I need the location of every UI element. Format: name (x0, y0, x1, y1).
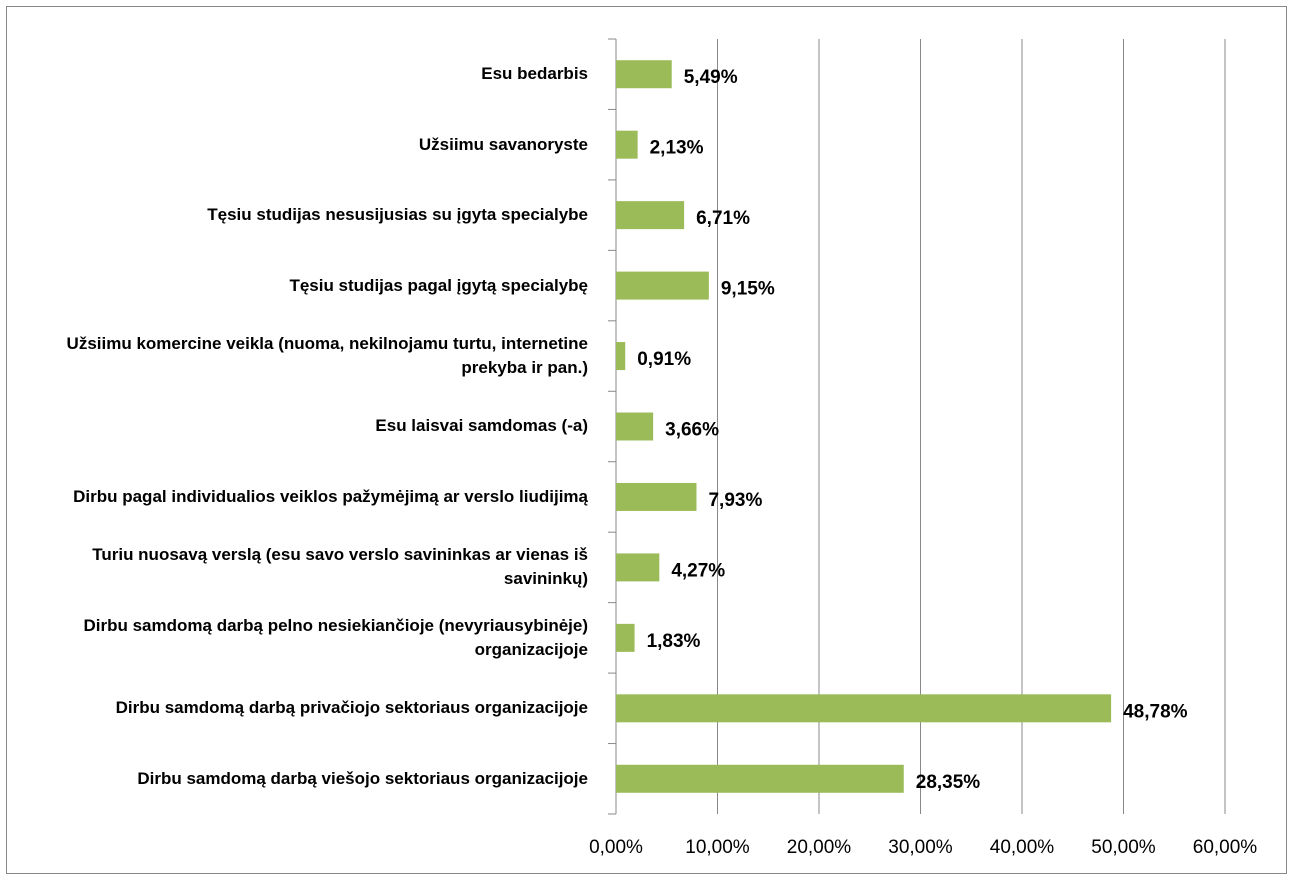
bar (616, 342, 626, 371)
x-tick-label: 30,00% (888, 837, 953, 858)
data-label: 3,66% (665, 420, 719, 441)
bar (616, 694, 1112, 723)
data-label: 5,49% (684, 67, 738, 88)
data-label: 28,35% (916, 772, 981, 793)
data-label: 4,27% (671, 560, 725, 581)
bar (616, 130, 638, 159)
category-label: Dirbu samdomą darbą viešojo sektoriaus o… (137, 768, 588, 788)
x-tick-label: 50,00% (1091, 837, 1156, 858)
category-label: Turiu nuosavą verslą (esu savo verslo sa… (92, 545, 588, 589)
bar (616, 623, 635, 652)
x-tick-label: 60,00% (1193, 837, 1258, 858)
x-tick-label: 40,00% (990, 837, 1055, 858)
data-label: 0,91% (637, 349, 691, 370)
bar (616, 60, 672, 89)
bar (616, 553, 660, 582)
category-label: Tęsiu studijas pagal įgytą specialybę (289, 275, 588, 295)
bar (616, 412, 654, 441)
data-label: 9,15% (721, 279, 775, 300)
bar (616, 271, 709, 300)
category-label: Dirbu pagal individualios veiklos pažymė… (73, 486, 588, 506)
category-label: Dirbu samdomą darbą pelno nesiekiančioje… (83, 615, 589, 659)
category-label: Tęsiu studijas nesusijusias su įgyta spe… (207, 205, 588, 225)
category-label: Užsiimu komercine veikla (nuoma, nekilno… (66, 334, 588, 378)
bar (616, 482, 697, 511)
x-tick-label: 0,00% (589, 837, 643, 858)
data-label: 2,13% (650, 138, 704, 159)
x-tick-label: 20,00% (787, 837, 852, 858)
data-label: 1,83% (647, 631, 701, 652)
data-label: 6,71% (696, 208, 750, 229)
category-label: Esu laisvai samdomas (-a) (375, 416, 588, 436)
x-tick-label: 10,00% (685, 837, 750, 858)
category-label: Esu bedarbis (481, 64, 588, 84)
data-label: 7,93% (708, 490, 762, 511)
category-label: Dirbu samdomą darbą privačiojo sektoriau… (115, 698, 588, 718)
bar (616, 764, 904, 793)
category-label: Užsiimu savanoryste (418, 134, 588, 154)
bar (616, 201, 685, 230)
chart-frame (6, 6, 1287, 874)
data-label: 48,78% (1123, 701, 1188, 722)
